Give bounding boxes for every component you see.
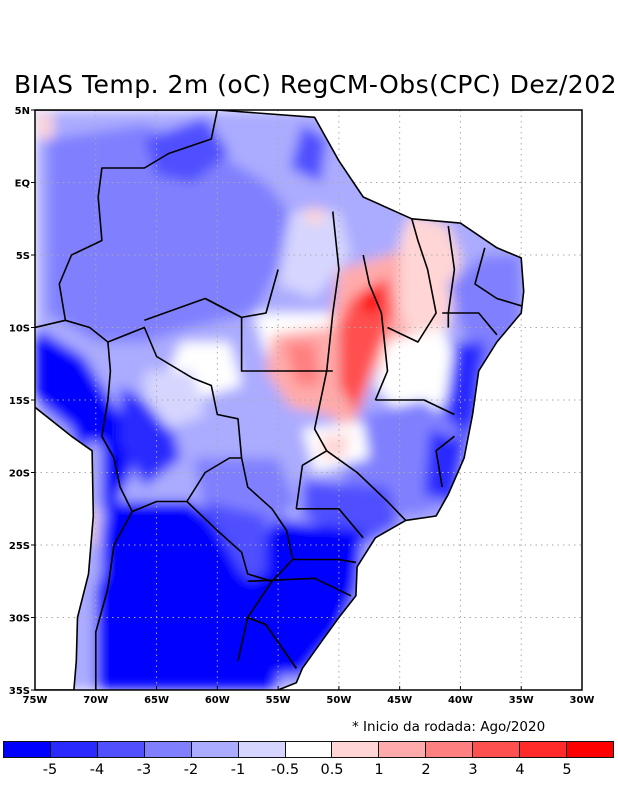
bias-region-bolivia-lowland — [144, 371, 206, 429]
map-title: BIAS Temp. 2m (oC) RegCM-Obs(CPC) Dez/20… — [14, 70, 618, 99]
lat-tick-label: 15S — [9, 396, 30, 407]
bias-region-tocantins-max — [363, 286, 382, 313]
border-line — [247, 577, 352, 597]
colorbar-label: 4 — [515, 762, 525, 778]
bias-region-para-pink-spot — [304, 208, 325, 224]
axis-ticks: 75W 70W 65W 60W 55W 50W 45W 40W 35W 30W 5N EQ 5S 10S 1… — [9, 106, 595, 706]
bias-region-amapa-field — [290, 124, 327, 183]
lon-tick-label: 70W — [83, 695, 108, 706]
colorbar-label: -4 — [89, 762, 105, 778]
lat-tick-label: 35S — [9, 686, 30, 697]
lon-tick-label: 30W — [570, 695, 595, 706]
border-line — [447, 225, 456, 328]
colorbar-segment — [473, 742, 521, 757]
colorbar-segment — [238, 742, 286, 757]
border-line — [442, 312, 498, 336]
border-line — [362, 254, 389, 401]
colorbar-label: -3 — [136, 762, 152, 778]
border-line — [95, 511, 133, 690]
colorbar-segment — [567, 742, 613, 757]
colorbar-label: -5 — [42, 762, 58, 778]
border-line — [204, 297, 333, 372]
colorbar-segment — [97, 742, 145, 757]
bias-region-nw-corner-pink — [37, 112, 54, 139]
lon-tick-label: 65W — [144, 695, 169, 706]
border-line — [101, 341, 242, 513]
lat-tick-label: 5S — [16, 251, 30, 262]
colorbar-segment — [4, 742, 51, 757]
lon-tick-label: 35W — [509, 695, 534, 706]
colorbar-segment — [285, 742, 333, 757]
colorbar-segment — [191, 742, 239, 757]
colorbar-segment — [520, 742, 568, 757]
colorbar-segment — [50, 742, 98, 757]
colorbar-labels: -5 -4 -3 -2 -1 -0.5 0.5 1 2 3 4 5 — [0, 762, 618, 782]
border-line — [296, 508, 364, 539]
coastline — [35, 110, 525, 690]
bias-region-sao-paulo — [302, 479, 400, 545]
lat-tick-label: 25S — [9, 541, 30, 552]
colorbar-label: -2 — [183, 762, 199, 778]
colorbar-label: 3 — [468, 762, 478, 778]
pacific-ocean — [35, 407, 94, 690]
border-line — [186, 500, 273, 583]
bias-region-para-east-field — [278, 211, 351, 299]
bias-region-bolivia-east — [120, 385, 181, 487]
colorbar-segment — [144, 742, 192, 757]
colorbar-segment — [379, 742, 427, 757]
bias-field — [35, 110, 524, 690]
lon-tick-label: 50W — [326, 695, 351, 706]
border-line — [237, 616, 297, 669]
bias-region-amazon-field — [47, 124, 291, 342]
coastline — [35, 406, 95, 690]
run-start-note: * Inicio da rodada: Ago/2020 — [352, 719, 546, 735]
colorbar-label: 1 — [374, 762, 384, 778]
lat-tick-label: EQ — [15, 179, 30, 190]
lon-tick-label: 55W — [266, 695, 291, 706]
colorbar-label: 0.5 — [320, 762, 344, 778]
border-line — [292, 558, 357, 564]
border-line — [295, 211, 340, 509]
bias-region-bolivia-andes — [35, 327, 133, 516]
country-borders — [35, 110, 525, 690]
colorbar-segment — [426, 742, 474, 757]
lon-tick-label: 75W — [23, 695, 48, 706]
colorbar — [3, 741, 614, 758]
lat-tick-label: 20S — [9, 469, 30, 480]
border-line — [58, 110, 297, 669]
colorbar-label: -0.5 — [270, 762, 300, 778]
border-line — [375, 399, 455, 416]
lat-tick-label: 5N — [15, 106, 30, 117]
colorbar-label: -1 — [230, 762, 246, 778]
colorbar-label: 5 — [562, 762, 572, 778]
bias-region-bahia-white — [375, 327, 461, 415]
lat-tick-label: 10S — [9, 324, 30, 335]
colorbar-label: 2 — [421, 762, 431, 778]
lon-tick-label: 60W — [205, 695, 230, 706]
lon-tick-label: 40W — [448, 695, 473, 706]
lat-tick-label: 30S — [9, 614, 30, 625]
colorbar-segment — [332, 742, 380, 757]
border-line — [35, 319, 66, 329]
border-line — [387, 218, 437, 343]
bias-region-argentina-field — [95, 501, 279, 690]
bias-region-roraima-field — [144, 117, 230, 183]
border-line — [435, 435, 455, 488]
border-line — [326, 450, 407, 521]
border-line — [474, 247, 522, 307]
lon-tick-label: 45W — [387, 695, 412, 706]
bias-region-mato-grosso-warm-core — [284, 342, 321, 386]
